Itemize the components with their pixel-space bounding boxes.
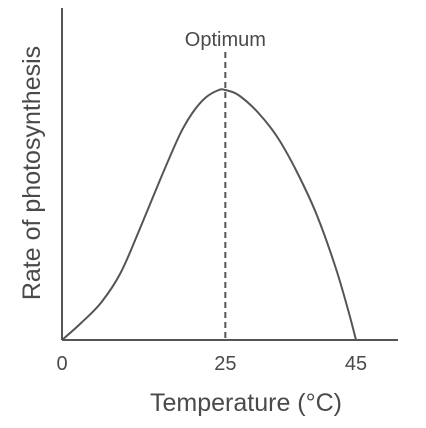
- rate-curve: [61, 88, 357, 341]
- axes: [61, 8, 398, 341]
- y-axis-label: Rate of photosynthesis: [18, 46, 46, 300]
- x-tick-labels: 0 25 45: [56, 353, 367, 375]
- x-tick-label: 25: [214, 353, 236, 375]
- x-tick-label: 0: [56, 353, 67, 375]
- x-axis-label: Temperature (°C): [150, 389, 342, 417]
- x-tick-label: 45: [345, 353, 367, 375]
- optimum-label: Optimum: [185, 29, 266, 51]
